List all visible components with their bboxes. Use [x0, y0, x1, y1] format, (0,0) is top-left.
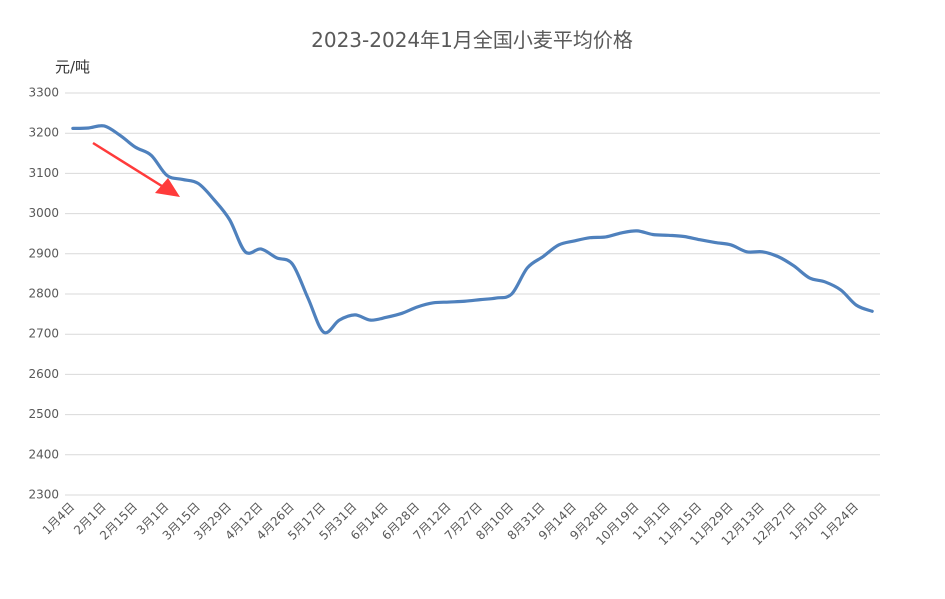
annotation-arrow [92, 141, 180, 197]
x-tick-label: 1月4日 [40, 500, 78, 538]
y-tick-label: 2900 [28, 246, 59, 260]
y-tick-label: 2500 [28, 407, 59, 421]
y-tick-label: 2300 [28, 488, 59, 502]
chart-title: 2023-2024年1月全国小麦平均价格 [311, 28, 633, 52]
grid: 2300 2400 2500 2600 2700 2800 2900 3000 3100 3200… [28, 86, 880, 548]
y-tick-label: 3200 [28, 126, 59, 140]
y-tick-label: 3100 [28, 166, 59, 180]
y-axis-label: 元/吨 [55, 58, 90, 76]
plot [71, 124, 874, 335]
y-tick-label: 2600 [28, 367, 59, 381]
y-tick-label: 2700 [28, 327, 59, 341]
y-tick-label: 3000 [28, 206, 59, 220]
line-series [71, 124, 874, 335]
y-tick-label: 2400 [28, 447, 59, 461]
y-tick-label: 3300 [28, 86, 59, 100]
y-tick-label: 2800 [28, 287, 59, 301]
